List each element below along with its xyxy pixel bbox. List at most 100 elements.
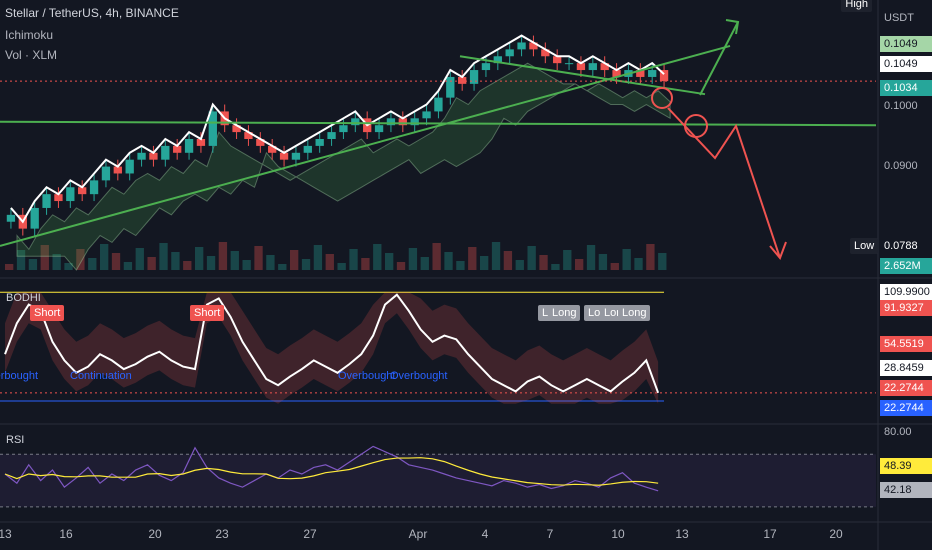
volume-bar (254, 246, 263, 270)
candle (410, 118, 419, 126)
bearish-arrowhead (769, 241, 787, 260)
continuation-label: Continuation (70, 370, 132, 382)
osc-title: BODHI (6, 292, 41, 304)
overbought-label-3: Overbought (390, 370, 448, 382)
volume-bar (396, 262, 406, 270)
osc-badge-0: 109.9900 (880, 284, 932, 300)
low-label: Low (850, 238, 879, 254)
candle (398, 118, 407, 126)
bullish-arrow (699, 21, 739, 96)
volume-bar (444, 252, 453, 270)
x-label-1: 16 (59, 527, 73, 541)
volume-bar (468, 247, 477, 270)
rsi-ma-line (4, 457, 659, 486)
candle (173, 145, 182, 153)
volume-bar (100, 244, 109, 270)
candle (101, 166, 111, 181)
candle (125, 159, 134, 174)
price-badge-0: 0.1049 (880, 36, 932, 52)
volume-bar (575, 259, 584, 270)
volume-bar (527, 246, 536, 270)
candle (244, 132, 253, 139)
candle (196, 139, 206, 146)
volume-bar (266, 255, 275, 270)
volume-bar (658, 253, 667, 270)
x-label-8: 10 (611, 527, 625, 541)
candle (588, 63, 597, 71)
candle (113, 166, 122, 174)
volume-bar (290, 250, 299, 270)
osc-badge-2: 54.5519 (880, 336, 932, 352)
volume-bar (420, 257, 429, 270)
volume-bar (491, 242, 501, 270)
candle (564, 63, 574, 65)
candle (576, 63, 586, 71)
volume-bar (337, 263, 346, 270)
price-badge-1: 0.1049 (880, 56, 932, 72)
candle (648, 70, 657, 77)
candle (529, 42, 538, 50)
volume-bar (183, 261, 192, 270)
candle (30, 207, 39, 229)
candle (279, 152, 289, 160)
x-label-7: 7 (546, 527, 554, 541)
candle (351, 118, 360, 126)
symbol-title[interactable]: Stellar / TetherUS, 4h, BINANCE (5, 6, 179, 20)
volume-bar (171, 252, 180, 270)
rsi-band (0, 454, 876, 507)
volume-bar (40, 245, 49, 270)
volume-bar (385, 253, 394, 270)
candle (232, 125, 241, 133)
candle (386, 118, 396, 126)
volume-bar (598, 254, 608, 270)
x-label-9: 13 (675, 527, 689, 541)
short-signal-1: Short (30, 305, 65, 321)
volume-bar (622, 249, 631, 270)
ichimoku-legend[interactable]: Ichimoku (5, 28, 54, 42)
volume-bar (88, 258, 97, 270)
osc-band (5, 292, 659, 404)
currency-label: USDT (884, 12, 914, 24)
osc-badge-3: 28.8459 (880, 360, 932, 376)
overbought-label-1: Overbought (0, 370, 38, 382)
rsi-badge-0: 48.39 (880, 458, 932, 474)
candle (636, 70, 645, 77)
volume-bar (206, 256, 216, 270)
candle (434, 97, 443, 112)
volume-bar (147, 257, 156, 270)
volume-bar (313, 245, 323, 270)
volume-bar (456, 261, 465, 270)
volume-bar (123, 262, 133, 270)
candle (493, 56, 502, 64)
price-badge-3: 0.0788 (880, 238, 932, 254)
candle (54, 194, 63, 202)
candle (291, 152, 301, 160)
candle (268, 145, 277, 153)
candle (541, 49, 550, 57)
candle (208, 111, 217, 146)
volume-bar (373, 244, 382, 270)
volume-bar (551, 264, 560, 270)
bearish-projection (667, 107, 781, 259)
candle (600, 63, 609, 71)
volume-legend[interactable]: Vol · XLM (5, 48, 58, 62)
candle (481, 63, 491, 71)
price-badge-2: 0.1034 (880, 80, 932, 96)
volume-bar (408, 248, 418, 270)
candle (66, 187, 75, 202)
rsi-title: RSI (6, 434, 25, 446)
candle (149, 152, 158, 160)
volume-bar (349, 249, 358, 270)
candle (256, 139, 265, 146)
volume-bar (515, 260, 524, 270)
volume-bar (111, 253, 121, 270)
volume-bar (159, 243, 168, 270)
rsi-line (4, 445, 659, 492)
candle (553, 56, 562, 64)
candle (374, 125, 384, 133)
volume-bar (16, 250, 26, 270)
candle (315, 139, 324, 146)
osc-badge-5: 22.2744 (880, 400, 932, 416)
candle (89, 180, 99, 195)
